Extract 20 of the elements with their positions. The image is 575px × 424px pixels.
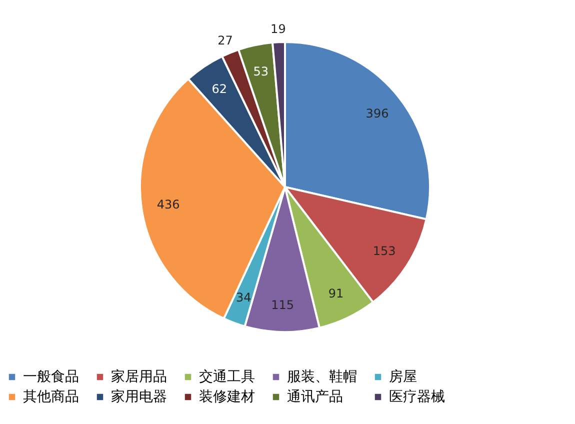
legend-label: 交通工具 (199, 369, 255, 385)
legend-label: 其他商品 (23, 389, 79, 405)
data-label: 34 (236, 290, 252, 305)
legend-label: 家用电器 (111, 389, 167, 405)
data-label: 27 (218, 34, 233, 48)
legend-label: 一般食品 (23, 369, 79, 385)
legend-label: 服装、鞋帽 (287, 369, 357, 385)
data-label: 19 (270, 22, 286, 36)
legend-label: 房屋 (389, 369, 417, 385)
legend-label: 医疗器械 (389, 389, 445, 405)
legend-label: 家居用品 (111, 369, 167, 385)
data-label: 91 (328, 286, 344, 300)
data-label: 53 (253, 64, 268, 78)
data-label: 62 (212, 82, 228, 96)
data-label: 396 (366, 106, 389, 120)
data-label: 153 (372, 244, 396, 258)
data-label: 115 (271, 298, 294, 312)
legend-label: 装修建材 (199, 389, 255, 405)
legend-label: 通讯产品 (287, 389, 343, 405)
data-label: 436 (156, 197, 180, 212)
